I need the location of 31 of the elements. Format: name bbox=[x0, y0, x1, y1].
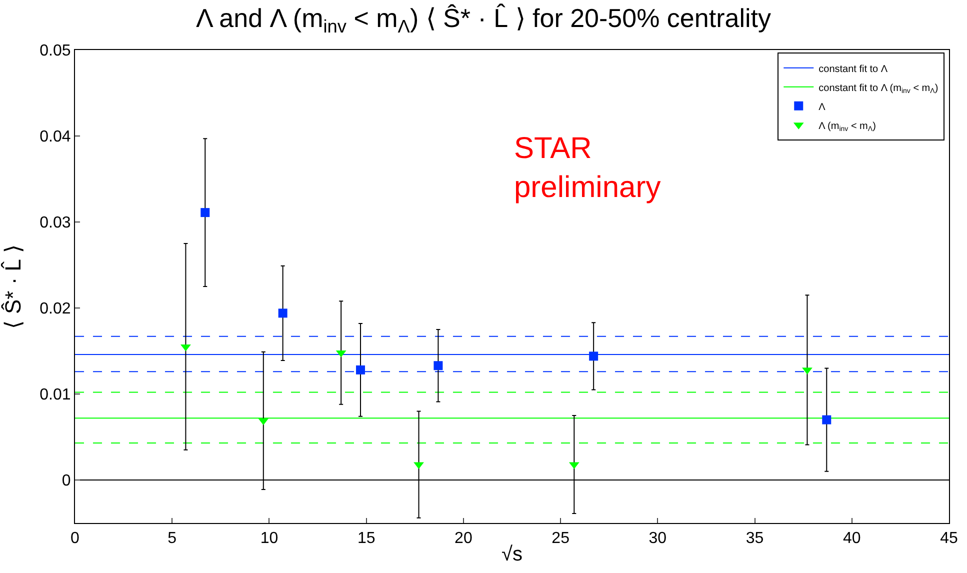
point bbox=[414, 462, 424, 470]
y-tick-label: 0 bbox=[62, 472, 71, 490]
x-tick-label: 15 bbox=[357, 530, 376, 548]
y-tick-label: 0.05 bbox=[40, 42, 71, 60]
point bbox=[589, 352, 598, 361]
x-axis-title: √s bbox=[502, 544, 522, 566]
x-tick-label: 45 bbox=[940, 530, 958, 548]
y-tick-label: 0.01 bbox=[40, 386, 71, 404]
point bbox=[434, 361, 443, 370]
annotation: STAR preliminary bbox=[514, 132, 661, 204]
x-tick-label: 40 bbox=[842, 530, 861, 548]
x-tick-label: 5 bbox=[168, 530, 177, 548]
y-axis-title: ⟨ Ŝ* · L̂ ⟩ bbox=[0, 244, 26, 330]
point bbox=[200, 208, 210, 218]
point bbox=[278, 308, 288, 318]
x-tick-label: 20 bbox=[454, 530, 472, 548]
point bbox=[180, 344, 191, 352]
legend-label: Λ (m$_{inv}$ < m$_{Λ}$) bbox=[818, 120, 876, 133]
legend-label: constant fit to Λ (m$_{inv}$ < m$_{Λ}$) bbox=[818, 82, 938, 95]
legend-label: Λ bbox=[818, 102, 826, 113]
legend-label: constant fit to Λ bbox=[818, 64, 888, 75]
x-tick-label: 25 bbox=[552, 530, 570, 548]
y-tick-label: 0.02 bbox=[40, 300, 71, 318]
y-tick-label: 0.04 bbox=[40, 128, 71, 146]
x-tick-label: 30 bbox=[648, 530, 667, 548]
chart-title: Λ and Λ (m$_{inv}$ < m$_{Λ}$) ⟨ Ŝ* · L̂ ⟩ for 20-50% centrality bbox=[196, 2, 771, 36]
point bbox=[822, 415, 832, 424]
y-tick-label: 0.03 bbox=[40, 214, 71, 232]
x-tick-label: 10 bbox=[260, 530, 278, 548]
point bbox=[356, 365, 366, 374]
x-tick-label: 35 bbox=[746, 530, 764, 548]
